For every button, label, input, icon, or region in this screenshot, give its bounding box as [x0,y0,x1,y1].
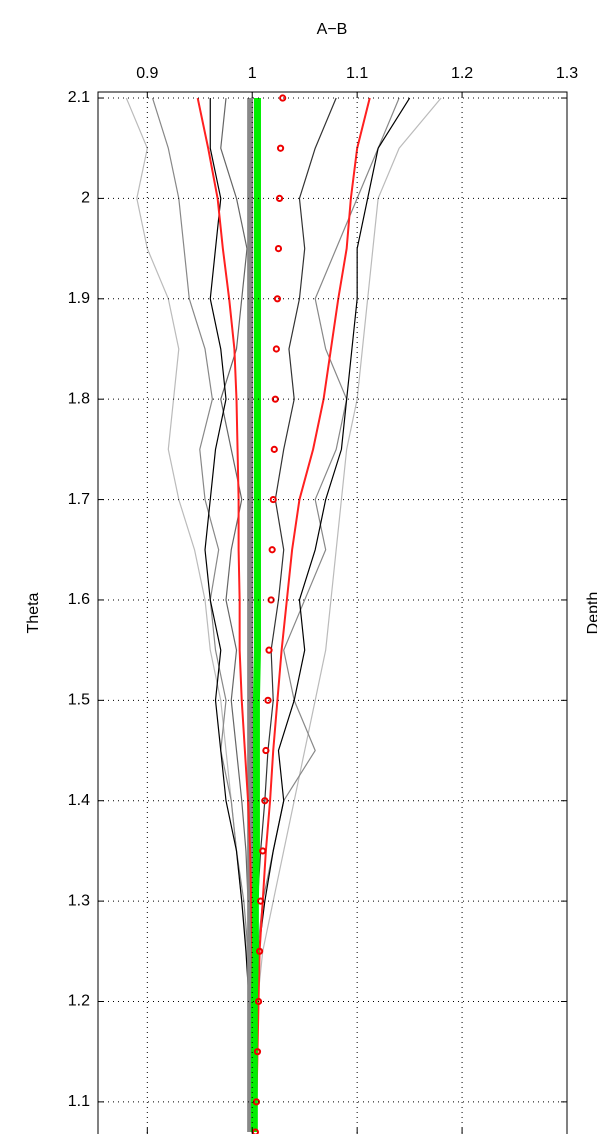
data-point [272,345,280,353]
data-line [251,97,400,1132]
data-point [273,295,282,303]
x-tick-label: 0.9 [136,65,158,82]
x-tick-label: 1 [248,65,257,82]
data-point [274,245,283,253]
y-axis-label: Theta [25,592,42,633]
data-line [255,97,371,1132]
data-line [251,97,337,1132]
x-tick-label: 1.3 [556,65,578,82]
x-tick-label: 1.1 [346,65,368,82]
data-point [271,395,279,403]
y-tick-label: 1.9 [68,290,90,307]
side-label: Depth [585,592,597,635]
y-tick-label: 1.7 [68,491,90,508]
data-point [270,445,278,453]
data-line [196,97,254,1132]
plot-area [125,94,442,1134]
data-point [265,646,273,654]
y-tick-label: 1.5 [68,692,90,709]
y-tick-label: 1.4 [68,792,90,809]
data-point [269,495,277,504]
y-tick-label: 2 [81,190,90,207]
data-point [279,94,287,102]
data-point [259,847,267,855]
data-point [268,546,276,554]
data-point [253,1048,262,1056]
y-tick-label: 1.6 [68,591,90,608]
data-point [262,746,270,755]
y-tick-label: 1.3 [68,892,90,909]
data-line [252,97,442,1132]
data-line [250,98,261,1132]
data-point [264,696,272,704]
data-point [276,144,285,152]
y-tick-label: 1.1 [68,1093,90,1110]
y-tick-label: 2.1 [68,89,90,106]
data-point [261,797,269,805]
data-line [125,97,252,1132]
y-tick-label: 1.2 [68,993,90,1010]
y-tick-label: 1.8 [68,390,90,407]
data-point [251,1128,259,1134]
data-point [275,194,284,203]
data-line [151,97,253,1132]
axes-box [97,91,568,1134]
x-tick-label: 1.2 [451,65,473,82]
data-point [254,997,263,1006]
data-point [255,947,264,955]
data-point [267,596,275,604]
x-axis-label: A−B [317,21,348,38]
